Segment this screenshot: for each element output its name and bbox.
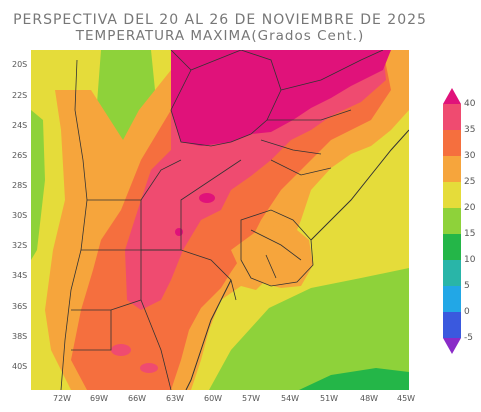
field-above-40 (171, 50, 391, 146)
lon-label-72w: 72W (53, 394, 72, 403)
legend-label-15: 15 (464, 229, 476, 239)
legend-label-30: 30 (464, 151, 476, 161)
lat-label-24s: 24S (12, 121, 28, 130)
legend-label-0: 0 (464, 307, 470, 317)
legend-label-35: 35 (464, 125, 476, 135)
lat-label-30s: 30S (12, 211, 28, 220)
legend-swatch-minus5-0 (443, 312, 461, 338)
uruguay-field (231, 225, 313, 288)
pacific-cool-field (31, 110, 45, 260)
legend-label-40: 40 (464, 99, 476, 109)
temperature-map (31, 50, 409, 390)
lat-label-28s: 28S (12, 181, 28, 190)
lon-label-57w: 57W (242, 394, 261, 403)
lon-label-66w: 66W (128, 394, 147, 403)
ocean-15-20-field (209, 268, 409, 390)
legend-swatch-25-30 (443, 156, 461, 182)
legend-colorbar (443, 88, 461, 354)
lon-label-60w: 60W (204, 394, 223, 403)
legend-swatch-15-20 (443, 208, 461, 234)
lat-label-26s: 26S (12, 151, 28, 160)
legend-swatch-0-5 (443, 286, 461, 312)
map-title: PERSPECTIVA DEL 20 AL 26 DE NOVIEMBRE DE… (13, 12, 427, 28)
lat-label-36s: 36S (12, 302, 28, 311)
lon-label-51w: 51W (320, 394, 339, 403)
legend-label-5: 5 (464, 281, 470, 291)
lat-label-22s: 22S (12, 91, 28, 100)
legend-label-20: 20 (464, 203, 476, 213)
hotspot-south-2 (140, 363, 158, 373)
legend-swatch-above-40 (443, 88, 461, 104)
legend-label-25: 25 (464, 177, 476, 187)
lon-label-63w: 63W (166, 394, 185, 403)
lon-label-48w: 48W (360, 394, 379, 403)
legend-swatch-20-25 (443, 182, 461, 208)
lat-label-34s: 34S (12, 271, 28, 280)
lat-label-38s: 38S (12, 332, 28, 341)
legend-swatch-below-minus5 (443, 338, 461, 354)
lat-label-40s: 40S (12, 362, 28, 371)
lat-label-20s: 20S (12, 60, 28, 69)
legend-swatch-30-35 (443, 130, 461, 156)
lon-label-54w: 54W (281, 394, 300, 403)
hotspot-south (111, 344, 131, 356)
ocean-10-15-field (299, 368, 409, 390)
boundaries (60, 50, 409, 390)
legend-swatch-35-40 (443, 104, 461, 130)
legend-swatch-5-10 (443, 260, 461, 286)
map-subtitle: TEMPERATURA MAXIMA(Grados Cent.) (75, 28, 365, 44)
lon-label-45w: 45W (397, 394, 416, 403)
lon-label-69w: 69W (90, 394, 109, 403)
lat-label-32s: 32S (12, 241, 28, 250)
hotspot-2 (175, 228, 183, 236)
legend-swatch-10-15 (443, 234, 461, 260)
hotspot-1 (199, 193, 215, 203)
legend-label-10: 10 (464, 255, 476, 265)
legend-label-minus5: -5 (464, 333, 473, 343)
